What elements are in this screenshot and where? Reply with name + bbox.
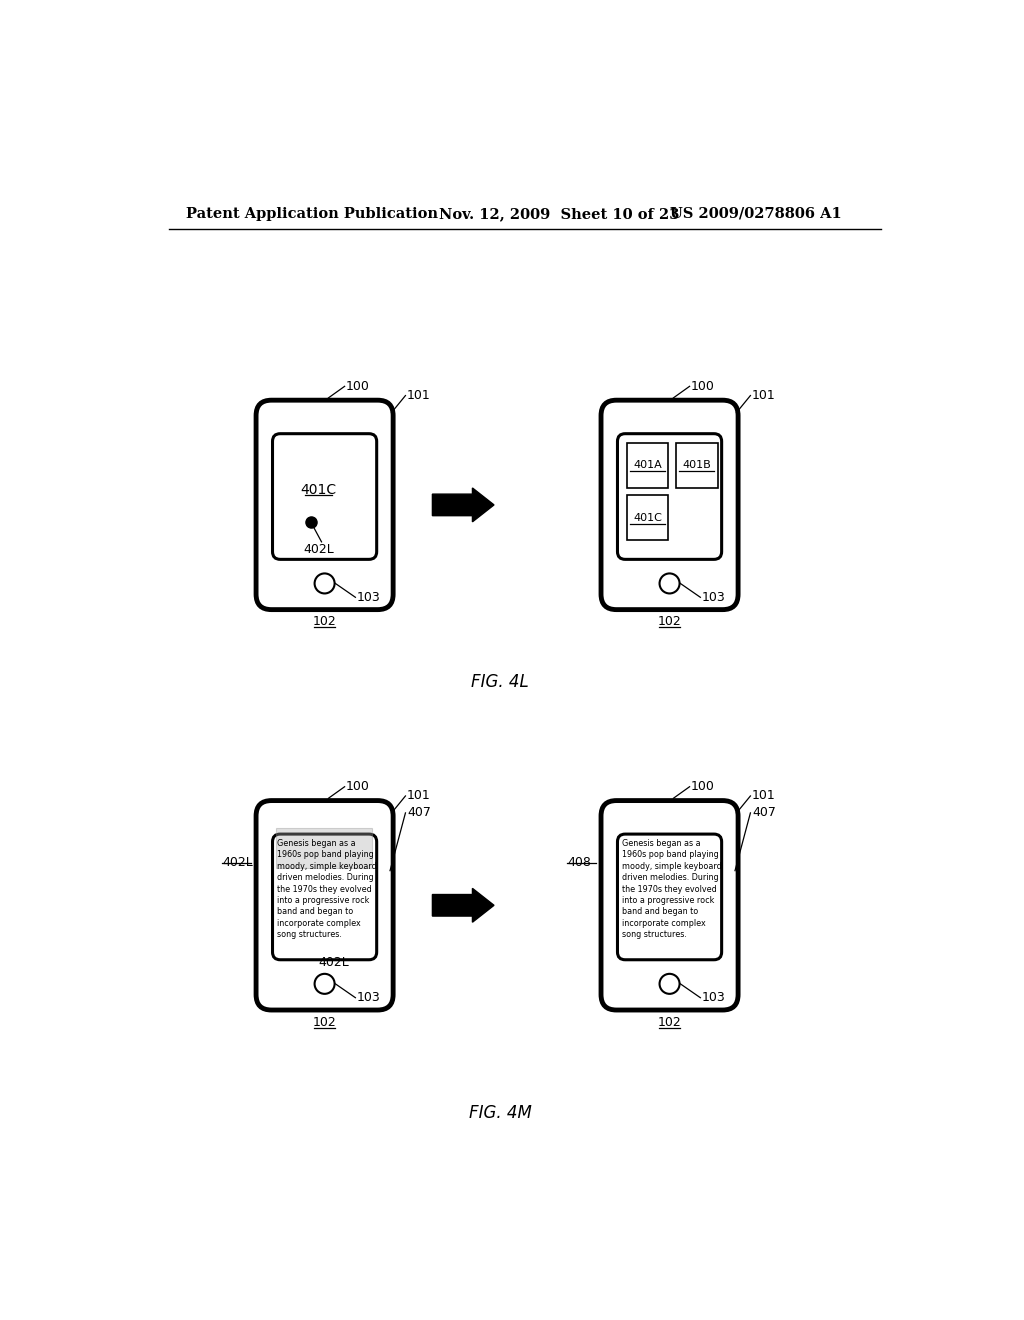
FancyBboxPatch shape [617,834,722,960]
Text: 101: 101 [407,389,431,403]
Circle shape [659,573,680,594]
Text: 402L: 402L [222,857,253,870]
Circle shape [314,974,335,994]
Text: 103: 103 [701,991,726,1005]
Text: 401C: 401C [633,512,662,523]
FancyBboxPatch shape [627,495,669,540]
Polygon shape [432,888,494,923]
Text: 100: 100 [346,780,370,793]
Text: FIG. 4L: FIG. 4L [471,673,529,690]
Text: Patent Application Publication: Patent Application Publication [186,207,438,220]
Text: Genesis began as a
1960s pop band playing
moody, simple keyboard
driven melodies: Genesis began as a 1960s pop band playin… [623,838,722,940]
Text: 102: 102 [312,1016,337,1028]
FancyBboxPatch shape [627,444,669,487]
Text: 401B: 401B [682,461,711,470]
FancyBboxPatch shape [601,400,738,610]
Circle shape [314,573,335,594]
Text: 101: 101 [752,389,776,403]
Text: 407: 407 [407,807,431,820]
Text: US 2009/0278806 A1: US 2009/0278806 A1 [670,207,842,220]
FancyBboxPatch shape [275,828,372,869]
Text: 402L: 402L [318,956,349,969]
Text: 102: 102 [657,1016,681,1028]
Text: 401A: 401A [633,461,662,470]
Circle shape [659,974,680,994]
Text: 103: 103 [357,991,381,1005]
Text: 401C: 401C [300,483,337,496]
FancyBboxPatch shape [272,434,377,560]
Text: 100: 100 [691,780,715,793]
Polygon shape [432,488,494,521]
FancyBboxPatch shape [676,444,718,487]
FancyBboxPatch shape [272,834,377,960]
Text: 407: 407 [752,807,776,820]
FancyBboxPatch shape [256,800,393,1010]
Text: Genesis began as a
1960s pop band playing
moody, simple keyboard
driven melodies: Genesis began as a 1960s pop band playin… [278,838,377,940]
Text: 102: 102 [312,615,337,628]
Text: 101: 101 [752,789,776,803]
Text: 103: 103 [357,591,381,603]
Text: 102: 102 [657,615,681,628]
Text: 100: 100 [691,380,715,393]
FancyBboxPatch shape [601,800,738,1010]
Text: 408: 408 [567,857,591,870]
Text: 402L: 402L [303,543,334,556]
Text: Nov. 12, 2009  Sheet 10 of 23: Nov. 12, 2009 Sheet 10 of 23 [438,207,679,220]
FancyBboxPatch shape [617,434,722,560]
Text: FIG. 4M: FIG. 4M [469,1105,531,1122]
Text: 103: 103 [701,591,726,603]
Text: 101: 101 [407,789,431,803]
Text: 100: 100 [346,380,370,393]
FancyBboxPatch shape [256,400,393,610]
